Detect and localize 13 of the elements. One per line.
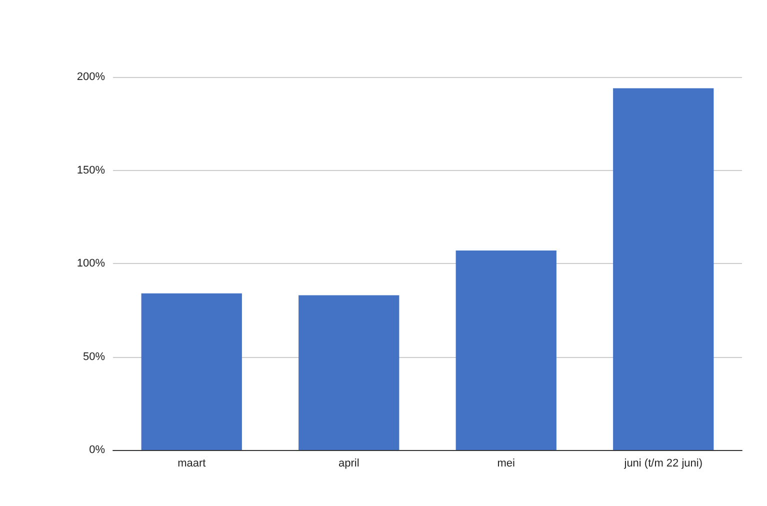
y-tick-label: 150% (76, 164, 106, 176)
x-tick-label: mei (497, 458, 515, 470)
x-tick-label: juni (t/m 22 juni) (623, 458, 703, 470)
y-tick-label: 0% (89, 444, 106, 456)
y-tick-label: 50% (82, 350, 106, 363)
bar (141, 293, 242, 450)
bar (298, 295, 400, 450)
x-tick-label: maart (178, 458, 206, 470)
bar (456, 250, 556, 450)
bar (613, 88, 714, 450)
y-tick-label: 100% (76, 258, 106, 270)
y-tick-label: 200% (76, 71, 106, 83)
x-tick-label: april (338, 458, 360, 470)
